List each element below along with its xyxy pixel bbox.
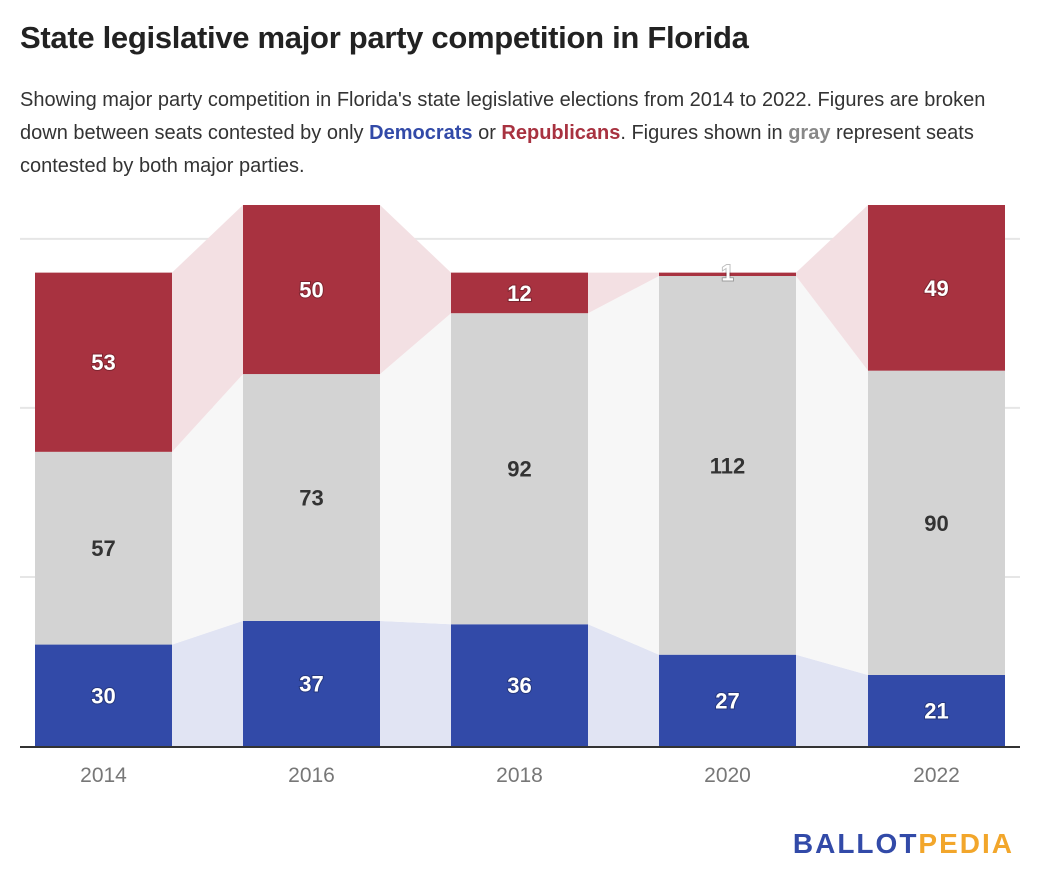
value-label-republicans: 49 (924, 276, 948, 301)
band-democrats (796, 654, 868, 746)
value-label-republicans: 53 (91, 350, 115, 375)
chart-title: State legislative major party competitio… (20, 20, 749, 55)
band-democrats (380, 620, 451, 746)
band-democrats (172, 620, 243, 746)
bar-democrats-2018 (451, 624, 588, 746)
band-democrats (588, 624, 659, 746)
x-tick-label: 2020 (704, 764, 751, 787)
value-label-democrats: 36 (507, 673, 531, 698)
logo-ballot: BALLOT (792, 828, 919, 859)
bar-democrats-2020 (659, 654, 796, 746)
bar-democrats-2016 (243, 620, 380, 746)
subtitle-text: . Figures shown in (620, 122, 789, 144)
value-label-democrats: 30 (91, 683, 115, 708)
bar-democrats-2022 (868, 674, 1005, 746)
subtitle-text: or (472, 122, 502, 144)
band-both (796, 276, 868, 675)
value-label-republicans: 1 (721, 261, 733, 286)
value-label-democrats: 21 (924, 698, 948, 723)
value-label-both: 57 (91, 536, 115, 561)
x-tick-label: 2014 (80, 764, 127, 787)
bar-republicans-2014 (35, 272, 172, 452)
legend-democrats: Democrats (369, 122, 473, 144)
value-label-democrats: 27 (715, 688, 739, 713)
bar-republicans-2022 (868, 205, 1005, 371)
bar-democrats-2014 (35, 644, 172, 746)
x-tick-label: 2016 (288, 764, 335, 787)
band-republicans (172, 205, 243, 452)
bar-both-2020 (659, 276, 796, 655)
x-tick-label: 2018 (496, 764, 543, 787)
value-label-both: 112 (710, 453, 746, 478)
logo-pedia: PEDIA (918, 828, 1014, 859)
value-labels: 30 57 53 37 73 50 36 92 12 27 112 1 21 90 49 (90, 260, 949, 725)
bars (35, 205, 1005, 746)
band-both (172, 374, 243, 645)
band-republicans (380, 205, 451, 375)
connector-bands (172, 205, 868, 746)
bar-both-2018 (451, 313, 588, 625)
subtitle-text: represent seats contested by both major … (20, 122, 974, 177)
x-tick-label: 2022 (913, 764, 960, 787)
bar-republicans-2016 (243, 205, 380, 375)
bar-both-2016 (243, 374, 380, 621)
bar-both-2022 (868, 370, 1005, 675)
subtitle-text: Showing major party competition in Flori… (20, 89, 986, 144)
legend-republicans: Republicans (501, 122, 621, 144)
value-label-both: 90 (924, 511, 948, 536)
value-label-both: 73 (299, 485, 323, 510)
bar-both-2014 (35, 451, 172, 645)
value-label-republicans: 50 (299, 278, 323, 303)
chart-subtitle: Showing major party competition in Flori… (20, 84, 1030, 183)
band-republicans (796, 205, 868, 371)
value-label-both: 92 (507, 457, 531, 482)
bar-republicans-2020 (659, 272, 796, 277)
band-republicans (588, 272, 659, 314)
value-label-democrats: 37 (299, 671, 323, 696)
value-label-republicans: 12 (507, 281, 531, 306)
legend-both: gray (788, 122, 831, 144)
bar-republicans-2018 (451, 272, 588, 314)
band-both (588, 276, 659, 655)
ballotpedia-logo: BALLOTPEDIA (793, 828, 1014, 860)
band-both (380, 313, 451, 625)
x-axis-ticks: 2014 2016 2018 2020 2022 (80, 764, 960, 787)
